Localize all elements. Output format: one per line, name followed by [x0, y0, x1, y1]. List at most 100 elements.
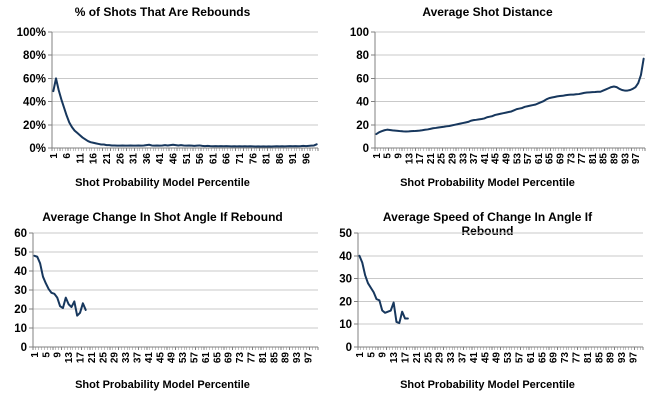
svg-text:37: 37 — [133, 352, 144, 364]
svg-text:36: 36 — [142, 153, 153, 165]
svg-text:61: 61 — [208, 153, 219, 165]
chart-plot-area: 0 10 20 30 40 50 1 5 9 13 17 21 25 29 33 37 41 45 49 53 57 61… — [339, 228, 644, 364]
svg-text:65: 65 — [212, 352, 223, 364]
svg-text:89: 89 — [606, 352, 617, 364]
chart-avg-change-shot-angle: Average Change In Shot Angle If Rebound … — [0, 210, 325, 420]
svg-text:29: 29 — [447, 153, 458, 165]
svg-text:21: 21 — [87, 352, 98, 364]
svg-text:5: 5 — [41, 352, 52, 358]
svg-text:100: 100 — [350, 27, 369, 39]
svg-text:1: 1 — [49, 153, 60, 159]
svg-text:13: 13 — [389, 352, 400, 364]
svg-text:77: 77 — [577, 153, 588, 165]
svg-text:57: 57 — [515, 352, 526, 364]
svg-text:25: 25 — [423, 352, 434, 364]
svg-text:97: 97 — [631, 153, 642, 165]
chart-avg-shot-distance: Average Shot Distance 0 20 40 60 80 100 1 5 9 13 1… — [325, 0, 650, 210]
svg-text:93: 93 — [617, 352, 628, 364]
svg-text:5: 5 — [383, 153, 394, 159]
svg-text:53: 53 — [178, 352, 189, 364]
svg-text:21: 21 — [412, 352, 423, 364]
svg-text:93: 93 — [620, 153, 631, 165]
svg-text:96: 96 — [302, 153, 313, 165]
svg-text:69: 69 — [549, 352, 560, 364]
svg-text:41: 41 — [480, 153, 491, 165]
svg-text:37: 37 — [458, 352, 469, 364]
x-axis-title: Shot Probability Model Percentile — [400, 379, 575, 391]
svg-text:93: 93 — [292, 352, 303, 364]
svg-text:0: 0 — [346, 342, 352, 354]
svg-text:41: 41 — [144, 352, 155, 364]
svg-text:41: 41 — [469, 352, 480, 364]
svg-text:17: 17 — [401, 352, 412, 364]
svg-text:30: 30 — [14, 285, 27, 297]
svg-text:76: 76 — [248, 153, 259, 165]
svg-text:10: 10 — [14, 323, 27, 335]
chart-plot-area: 0 10 20 30 40 50 60 1 5 9 13 17 21 25 29 33 37 41 45 49 53 57… — [14, 228, 319, 364]
svg-text:53: 53 — [503, 352, 514, 364]
svg-text:69: 69 — [224, 352, 235, 364]
chart-pct-shots-rebounds: % of Shots That Are Rebounds 0% 20% 40% 60%… — [0, 0, 325, 210]
svg-text:10: 10 — [339, 319, 352, 331]
svg-text:77: 77 — [572, 352, 583, 364]
svg-text:40: 40 — [356, 97, 369, 109]
svg-text:0: 0 — [21, 342, 27, 354]
svg-text:46: 46 — [169, 153, 180, 165]
svg-text:29: 29 — [110, 352, 121, 364]
svg-text:33: 33 — [458, 153, 469, 165]
svg-text:33: 33 — [446, 352, 457, 364]
chart-plot-area: 0%20%40%60%80%100%1 6 11 16 21 26 31 36 41 46 51 56… — [17, 27, 319, 165]
svg-text:97: 97 — [629, 352, 640, 364]
svg-text:53: 53 — [512, 153, 523, 165]
svg-text:85: 85 — [599, 153, 610, 165]
svg-text:1: 1 — [372, 153, 383, 159]
svg-text:25: 25 — [437, 153, 448, 165]
svg-text:5: 5 — [366, 352, 377, 358]
svg-text:89: 89 — [609, 153, 620, 165]
svg-text:6: 6 — [62, 153, 73, 159]
svg-text:80%: 80% — [23, 50, 46, 62]
chart-avg-speed-change-angle: Average Speed of Change In Angle If Rebo… — [325, 210, 650, 420]
svg-text:49: 49 — [492, 352, 503, 364]
chart-title: Average Change In Shot Angle If Rebound — [42, 210, 283, 224]
svg-text:9: 9 — [393, 153, 404, 159]
svg-text:30: 30 — [339, 274, 352, 286]
svg-text:51: 51 — [182, 153, 193, 165]
svg-text:40%: 40% — [23, 97, 46, 109]
x-axis-title: Shot Probability Model Percentile — [75, 379, 250, 391]
svg-text:40: 40 — [14, 266, 27, 278]
svg-text:91: 91 — [288, 153, 299, 165]
svg-text:61: 61 — [534, 153, 545, 165]
svg-text:33: 33 — [121, 352, 132, 364]
svg-text:20: 20 — [339, 296, 352, 308]
chart-title: Average Speed of Change In Angle If Rebo… — [382, 210, 593, 238]
svg-text:61: 61 — [526, 352, 537, 364]
svg-text:50: 50 — [14, 247, 27, 259]
svg-text:77: 77 — [247, 352, 258, 364]
svg-text:45: 45 — [155, 352, 166, 364]
svg-text:0%: 0% — [29, 143, 46, 155]
svg-text:16: 16 — [89, 153, 100, 165]
svg-text:20: 20 — [356, 120, 369, 132]
svg-text:65: 65 — [537, 352, 548, 364]
svg-text:65: 65 — [545, 153, 556, 165]
svg-text:49: 49 — [501, 153, 512, 165]
svg-text:60: 60 — [356, 73, 369, 85]
svg-text:40: 40 — [339, 251, 352, 263]
svg-text:81: 81 — [262, 153, 273, 165]
x-axis-title: Shot Probability Model Percentile — [400, 177, 575, 189]
x-axis-title: Shot Probability Model Percentile — [75, 177, 250, 189]
svg-text:11: 11 — [75, 153, 86, 164]
svg-text:85: 85 — [269, 352, 280, 364]
svg-text:20: 20 — [14, 304, 27, 316]
chart-title: Average Shot Distance — [422, 5, 553, 19]
svg-text:69: 69 — [555, 153, 566, 165]
svg-text:37: 37 — [469, 153, 480, 165]
svg-text:26: 26 — [115, 153, 126, 165]
svg-text:73: 73 — [566, 153, 577, 165]
svg-text:1: 1 — [30, 352, 41, 358]
svg-text:20%: 20% — [23, 120, 46, 132]
svg-text:50: 50 — [339, 228, 352, 240]
svg-text:100%: 100% — [17, 27, 46, 39]
